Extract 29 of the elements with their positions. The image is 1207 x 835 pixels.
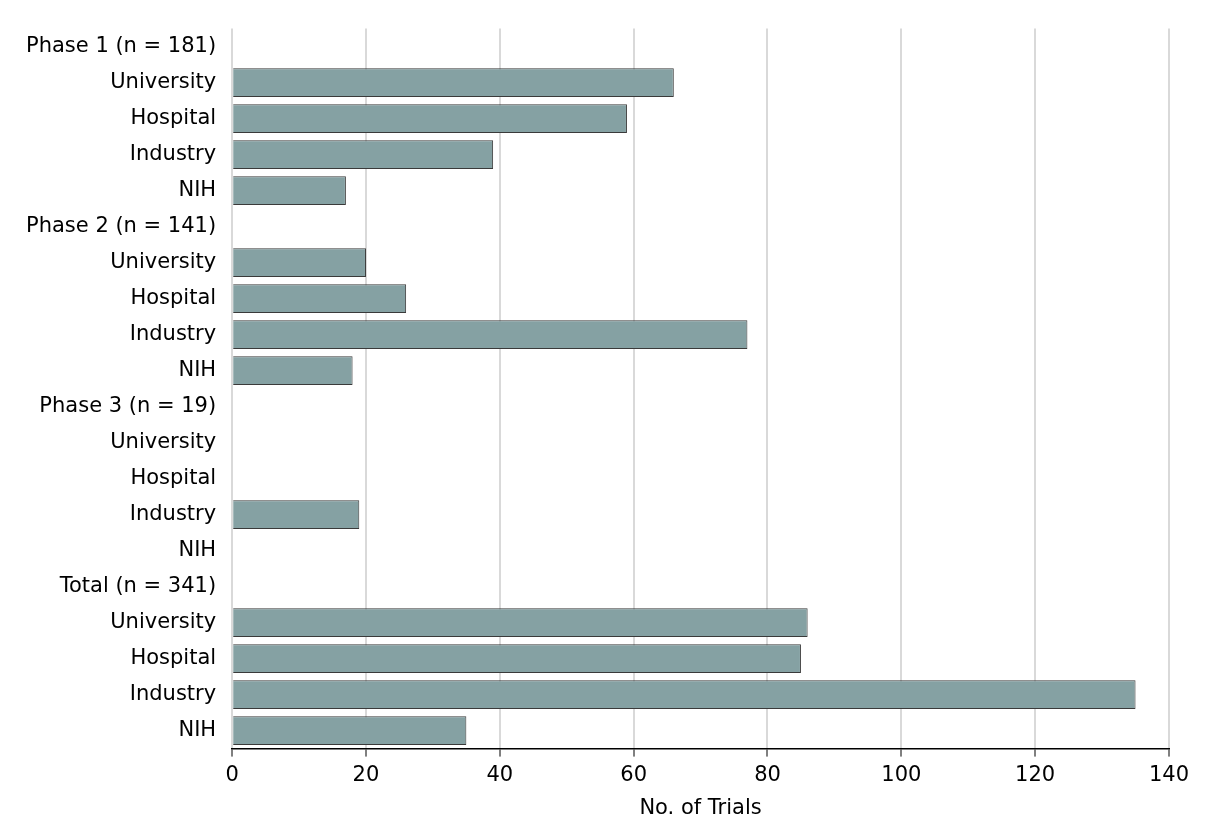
x-tick-label: 60: [620, 761, 648, 786]
x-axis-title: No. of Trials: [639, 794, 762, 819]
x-tick-label: 0: [225, 761, 239, 786]
x-tick-label: 120: [1015, 761, 1056, 786]
y-tick-label: Industry: [129, 141, 217, 166]
y-tick-label: NIH: [178, 357, 217, 382]
y-tick-label: University: [110, 609, 217, 634]
x-tick-label: 20: [352, 761, 380, 786]
y-tick-label: Industry: [129, 681, 217, 706]
y-tick-label: NIH: [178, 177, 217, 202]
y-tick-label: NIH: [178, 537, 217, 562]
y-tick-label: Phase 1 (n = 181): [26, 33, 217, 58]
x-tick-label: 140: [1148, 761, 1190, 786]
y-tick-label: Hospital: [130, 105, 217, 130]
y-tick-label: Hospital: [130, 465, 217, 490]
y-tick-label: Hospital: [130, 285, 217, 310]
y-tick-label: Hospital: [130, 645, 217, 670]
x-tick-label: 40: [486, 761, 514, 786]
y-tick-label: Phase 3 (n = 19): [39, 393, 217, 418]
y-tick-label: University: [110, 429, 217, 454]
y-tick-label: NIH: [178, 717, 217, 742]
y-tick-label: Industry: [129, 501, 217, 526]
y-tick-label: Industry: [129, 321, 217, 346]
x-tick-label: 80: [754, 761, 781, 786]
y-tick-label: Total (n = 341): [58, 573, 217, 598]
y-tick-label: University: [110, 69, 217, 94]
y-tick-label: University: [110, 249, 217, 274]
y-tick-label: Phase 2 (n = 141): [26, 213, 217, 238]
x-tick-label: 100: [881, 761, 922, 786]
